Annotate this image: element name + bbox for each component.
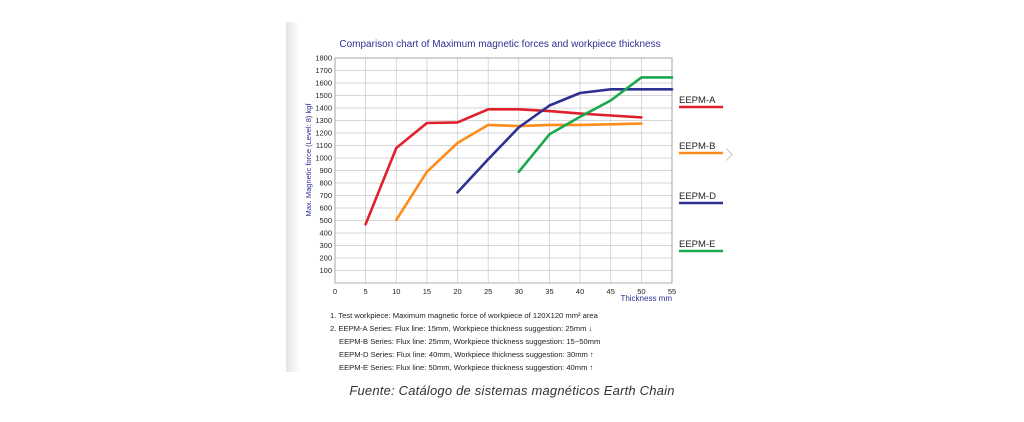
x-tick-label: 0	[333, 287, 337, 296]
plot-area-border	[334, 57, 673, 284]
y-tick-label: 600	[319, 204, 332, 213]
x-axis-label: Thickness mm	[620, 294, 672, 303]
legend-label-eepm-d: EEPM-D	[679, 191, 716, 202]
note-line-5: EEPM-E Series: Flux line: 50mm, Workpiec…	[339, 363, 594, 372]
note-line-3: EEPM-B Series: Flux line: 25mm, Workpiec…	[339, 337, 601, 346]
y-tick-label: 1600	[315, 79, 332, 88]
figure-caption: Fuente: Catálogo de sistemas magnéticos …	[349, 383, 675, 398]
y-tick-label: 1700	[315, 66, 332, 75]
x-tick-label: 35	[545, 287, 553, 296]
panel-shadow-edge	[286, 22, 300, 372]
note-line-2: 2. EEPM-A Series: Flux line: 15mm, Workp…	[330, 324, 593, 333]
x-tick-label: 40	[576, 287, 584, 296]
series-line-eepm-e	[517, 76, 674, 174]
y-tick-label: 900	[319, 166, 332, 175]
chart-panel	[286, 22, 738, 372]
series-line-eepm-a	[364, 108, 643, 226]
legend-label-eepm-b: EEPM-B	[679, 141, 715, 152]
legend: EEPM-A EEPM-B EEPM-D EEPM-E	[679, 95, 723, 253]
x-tick-label: 45	[607, 287, 615, 296]
y-tick-label: 800	[319, 179, 332, 188]
y-tick-label: 500	[319, 216, 332, 225]
x-tick-label: 20	[453, 287, 461, 296]
x-tick-label: 25	[484, 287, 492, 296]
chart-notes: 1. Test workpiece: Maximum magnetic forc…	[330, 309, 730, 374]
x-tick-label: 30	[515, 287, 523, 296]
note-line-1: 1. Test workpiece: Maximum magnetic forc…	[330, 311, 598, 320]
x-tick-label: 5	[364, 287, 368, 296]
legend-label-eepm-a: EEPM-A	[679, 95, 716, 106]
axes: 1002003004005006007008009001000110012001…	[315, 54, 676, 296]
legend-label-eepm-e: EEPM-E	[679, 239, 715, 250]
y-tick-label: 1200	[315, 129, 332, 138]
y-tick-label: 200	[319, 254, 332, 263]
y-tick-label: 1800	[315, 54, 332, 63]
y-tick-label: 1300	[315, 116, 332, 125]
y-tick-label: 1100	[316, 141, 332, 150]
y-axis-label: Max. Magnetic force (Level: 8) kgf	[304, 103, 313, 217]
note-line-4: EEPM-D Series: Flux line: 40mm, Workpiec…	[339, 350, 594, 359]
series-line-eepm-d	[456, 88, 674, 194]
x-tick-label: 15	[423, 287, 431, 296]
y-tick-label: 1000	[315, 154, 332, 163]
y-tick-label: 1500	[315, 91, 332, 100]
y-tick-label: 1400	[315, 104, 332, 113]
x-tick-label: 55	[668, 287, 676, 296]
y-tick-label: 100	[319, 266, 332, 275]
series-lines	[364, 76, 674, 226]
y-tick-label: 300	[319, 241, 332, 250]
y-tick-label: 700	[319, 191, 332, 200]
x-tick-label: 10	[392, 287, 400, 296]
chart-title: Comparison chart of Maximum magnetic for…	[339, 39, 660, 50]
y-tick-label: 400	[319, 229, 332, 238]
x-tick-label: 50	[637, 287, 645, 296]
